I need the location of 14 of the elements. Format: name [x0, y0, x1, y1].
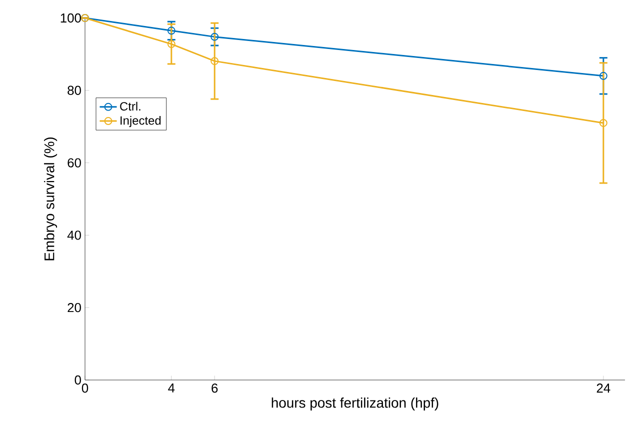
- y-tick-label: 100: [60, 13, 81, 23]
- legend-label: Injected: [120, 116, 161, 128]
- x-tick-label: 4: [168, 384, 175, 392]
- y-tick-label: 20: [68, 303, 81, 312]
- x-tick-label: 6: [212, 384, 218, 393]
- y-tick-label: 80: [68, 86, 81, 95]
- y-tick-label: 60: [68, 158, 81, 168]
- x-tick-label: 0: [82, 384, 88, 393]
- x-axis-title: hours post fertilization (hpf): [272, 398, 438, 411]
- legend-label: Ctrl.: [120, 102, 140, 111]
- y-axis-title: Embryo survival (%): [44, 138, 58, 260]
- y-tick-label: 40: [67, 230, 81, 240]
- x-tick-label: 24: [596, 384, 610, 393]
- y-tick-label: 0: [74, 375, 81, 385]
